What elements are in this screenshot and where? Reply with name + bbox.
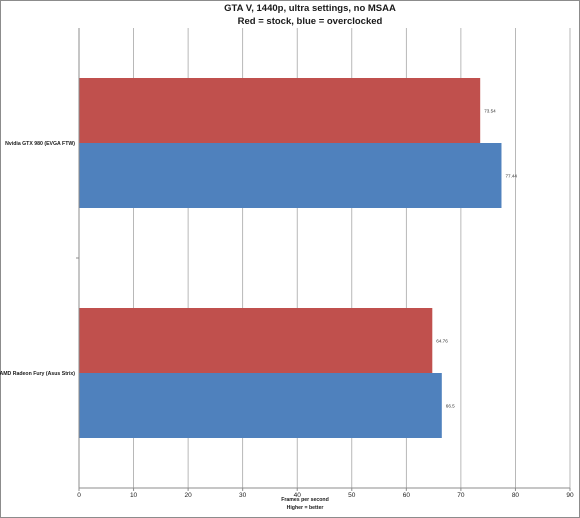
bars <box>79 78 502 438</box>
tick-label-x-10: 10 <box>130 492 138 499</box>
tick-label-x-40: 40 <box>294 492 302 499</box>
tick-label-x-80: 80 <box>512 492 520 499</box>
bar-0-0 <box>79 78 481 143</box>
value-labels: 73.54 77.44 64.76 66.5 <box>436 109 517 409</box>
value-label-1-1: 66.5 <box>446 404 455 409</box>
category-label-0: Nvidia GTX 980 (EVGA FTW) <box>5 141 75 147</box>
bar-1-0 <box>79 308 433 373</box>
x-axis-note: Higher = better <box>287 505 324 511</box>
tick-label-x-50: 50 <box>348 492 356 499</box>
chart-title: GTA V, 1440p, ultra settings, no MSAA <box>224 3 396 14</box>
tick-label-x-60: 60 <box>403 492 411 499</box>
x-axis-title: Frames per second <box>281 497 329 503</box>
x-axis-ticks: 0 10 20 30 40 50 60 70 80 90 <box>76 257 574 499</box>
value-label-1-0: 64.76 <box>436 339 448 344</box>
tick-label-x-90: 90 <box>566 492 574 499</box>
value-label-0-1: 77.44 <box>505 174 517 179</box>
bar-0-1 <box>79 143 502 208</box>
category-labels: Nvidia GTX 980 (EVGA FTW) AMD Radeon Fury… <box>0 141 75 377</box>
tick-label-x-30: 30 <box>239 492 247 499</box>
bar-1-1 <box>79 373 442 438</box>
tick-label-x-0: 0 <box>77 492 81 499</box>
tick-label-x-20: 20 <box>184 492 192 499</box>
chart-subtitle: Red = stock, blue = overclocked <box>238 16 383 27</box>
category-label-1: AMD Radeon Fury (Asus Strix) <box>0 371 75 377</box>
value-label-0-0: 73.54 <box>484 109 496 114</box>
tick-label-x-70: 70 <box>457 492 465 499</box>
